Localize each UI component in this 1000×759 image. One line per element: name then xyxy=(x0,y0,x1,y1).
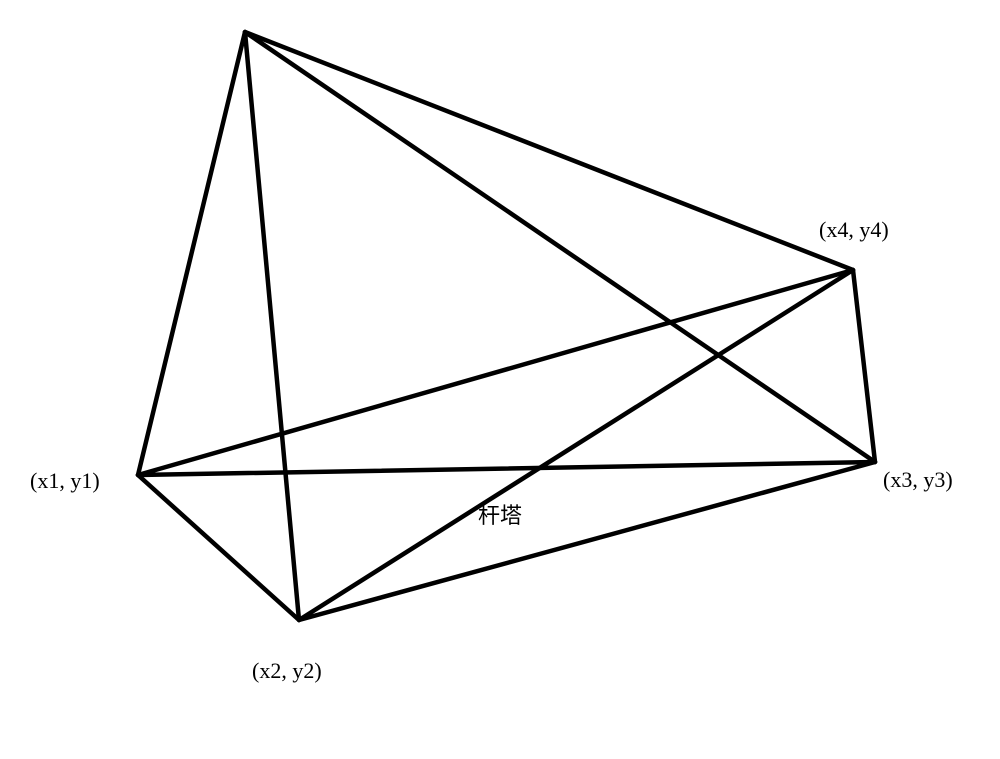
edge-apex-v4 xyxy=(245,32,853,270)
label-v1: (x1, y1) xyxy=(30,468,100,493)
edge-apex-v3 xyxy=(245,32,875,462)
edge-v1-v3 xyxy=(138,462,875,475)
edge-v2-v4 xyxy=(299,270,853,620)
caption-label: 杆塔 xyxy=(478,503,522,528)
edge-v3-v4 xyxy=(853,270,875,462)
edge-v2-v3 xyxy=(299,462,875,620)
label-v2: (x2, y2) xyxy=(252,658,322,683)
label-v3: (x3, y3) xyxy=(883,467,953,492)
edge-v1-v2 xyxy=(138,475,299,620)
edge-apex-v1 xyxy=(138,32,245,475)
tower-diagram: (x1, y1) (x2, y2) (x3, y3) (x4, y4) 杆塔 xyxy=(0,0,1000,759)
label-v4: (x4, y4) xyxy=(819,217,889,242)
edge-apex-v2 xyxy=(245,32,299,620)
